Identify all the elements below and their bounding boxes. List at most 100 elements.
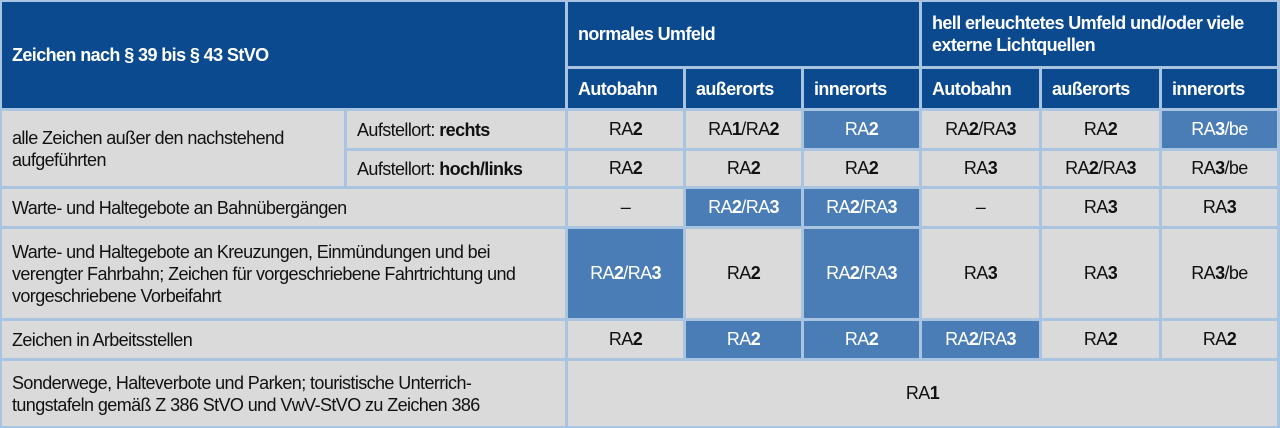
value-prefix: RA xyxy=(963,158,988,178)
value-prefix: RA xyxy=(826,263,850,283)
group-header-normal: normales Umfeld xyxy=(568,2,919,66)
value-level: 2 xyxy=(1107,119,1118,139)
value-cell: RA 2/RA 3 xyxy=(922,111,1039,148)
value-cell: RA 2 xyxy=(1042,111,1159,148)
value-prefix: RA xyxy=(726,329,751,349)
value-cell: RA 3 xyxy=(922,229,1039,318)
value-cell: RA 3 xyxy=(1042,189,1159,226)
value-level: 2 xyxy=(1226,329,1237,349)
column-header: Autobahn xyxy=(568,69,683,108)
value-cell: – xyxy=(922,189,1039,226)
value-cell: RA 3/be xyxy=(1162,111,1277,148)
sublabel-prefix: Aufstellort: xyxy=(357,119,440,140)
column-header: außerorts xyxy=(1042,69,1159,108)
value-level: 2 xyxy=(731,197,742,217)
value-level: 2 xyxy=(968,119,979,139)
value-prefix: RA xyxy=(590,263,614,283)
row-label: Warte- und Haltegebote an Bahnübergängen xyxy=(2,189,565,226)
value-prefix: RA xyxy=(726,263,751,283)
value-prefix: /be xyxy=(1224,119,1249,139)
value-prefix: RA xyxy=(945,329,969,349)
value-prefix: RA xyxy=(1191,263,1216,283)
value-level: 2 xyxy=(750,263,761,283)
value-level: 3 xyxy=(1107,263,1118,283)
value-prefix: RA xyxy=(1202,329,1227,349)
value-prefix: RA xyxy=(945,119,969,139)
value-level: 1 xyxy=(929,383,940,403)
value-prefix: RA xyxy=(608,158,633,178)
value-level: 3 xyxy=(987,158,998,178)
value-cell: RA 2/RA 3 xyxy=(922,321,1039,358)
value-cell: RA 2 xyxy=(1042,321,1159,358)
value-cell: RA 3 xyxy=(1042,229,1159,318)
column-header: Autobahn xyxy=(922,69,1039,108)
value-level: 2 xyxy=(769,119,780,139)
value-prefix: RA xyxy=(1065,158,1089,178)
value-level: 3 xyxy=(1215,158,1225,178)
value-cell: RA 2 xyxy=(804,151,919,186)
value-cell: RA 2/RA 3 xyxy=(568,229,683,318)
value-level: 1 xyxy=(731,119,742,139)
value-cell: RA 2 xyxy=(804,321,919,358)
table-title: Zeichen nach § 39 bis § 43 StVO xyxy=(2,2,565,108)
value-prefix: /RA xyxy=(978,329,1007,349)
value-cell: RA 2 xyxy=(1162,321,1277,358)
value-level: 2 xyxy=(1088,158,1099,178)
value-prefix: RA xyxy=(963,263,988,283)
value-level: 2 xyxy=(868,329,879,349)
value-level: 3 xyxy=(651,263,662,283)
value-prefix: RA xyxy=(844,329,869,349)
value-prefix: RA xyxy=(1083,119,1108,139)
value-prefix: RA xyxy=(1083,329,1108,349)
value-prefix: /RA xyxy=(741,119,770,139)
value-prefix: /be xyxy=(1224,158,1249,178)
value-level: 3 xyxy=(1006,119,1017,139)
value-cell: RA 2 xyxy=(568,111,683,148)
value-prefix: /RA xyxy=(859,197,888,217)
value-level: 3 xyxy=(1126,158,1137,178)
column-header: innerorts xyxy=(804,69,919,108)
value-cell: RA 2 xyxy=(686,229,801,318)
row-sublabel: Aufstellort: hoch/links xyxy=(347,151,565,186)
column-header: außerorts xyxy=(686,69,801,108)
value-prefix: RA xyxy=(608,119,633,139)
value-level: 2 xyxy=(613,263,624,283)
sublabel-bold: rechts xyxy=(439,119,490,140)
value-prefix: RA xyxy=(844,119,869,139)
value-prefix: /be xyxy=(1224,263,1249,283)
value-level: 2 xyxy=(968,329,979,349)
column-header: innerorts xyxy=(1162,69,1277,108)
value-prefix: RA xyxy=(1191,158,1216,178)
row-label: Warte- und Haltegebote an Kreuzungen, Ei… xyxy=(2,229,565,318)
value-cell: RA 2 xyxy=(686,151,801,186)
value-level: 2 xyxy=(750,158,761,178)
value-level: 3 xyxy=(887,263,898,283)
value-level: 2 xyxy=(632,119,643,139)
value-prefix: RA xyxy=(1191,119,1216,139)
value-level: 3 xyxy=(987,263,998,283)
row-label: Sonderwege, Halteverbote und Parken; tou… xyxy=(2,361,565,426)
value-cell: RA 2 xyxy=(568,151,683,186)
value-cell: RA 2/RA 3 xyxy=(804,229,919,318)
group-header-bright: hell erleuchtetes Umfeld und/oder viele … xyxy=(922,2,1277,66)
value-prefix: RA xyxy=(1202,197,1227,217)
value-prefix: /RA xyxy=(741,197,770,217)
value-level: 2 xyxy=(868,119,879,139)
value-cell: RA 3 xyxy=(1162,189,1277,226)
value-level: 3 xyxy=(1215,119,1225,139)
value-cell-merged: RA 1 xyxy=(568,361,1277,426)
value-level: 3 xyxy=(1006,329,1017,349)
value-cell: RA 2 xyxy=(686,321,801,358)
sublabel-prefix: Aufstellort: xyxy=(357,158,440,179)
value-prefix: /RA xyxy=(978,119,1007,139)
value-prefix: /RA xyxy=(623,263,652,283)
row-label: alle Zeichen außer den nachstehend aufge… xyxy=(2,111,344,186)
value-prefix: RA xyxy=(844,158,869,178)
value-level: 2 xyxy=(849,197,860,217)
value-prefix: RA xyxy=(608,329,633,349)
value-level: 2 xyxy=(632,329,643,349)
value-prefix: /RA xyxy=(1098,158,1127,178)
sublabel-bold: hoch/links xyxy=(439,158,523,179)
row-label: Zeichen in Arbeitsstellen xyxy=(2,321,565,358)
